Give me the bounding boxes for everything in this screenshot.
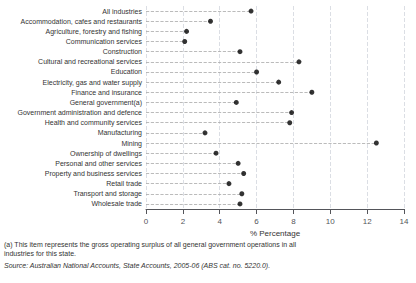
svg-text:All industries: All industries <box>102 8 142 15</box>
svg-text:industries for this state.: industries for this state. <box>4 250 76 257</box>
svg-text:4: 4 <box>217 217 222 226</box>
svg-text:Source: Australian National Ac: Source: Australian National Accounts, St… <box>4 262 270 270</box>
svg-text:8: 8 <box>291 217 296 226</box>
svg-text:14: 14 <box>400 217 409 226</box>
svg-text:Personal and other services: Personal and other services <box>55 160 142 167</box>
svg-text:Electricity, gas and water sup: Electricity, gas and water supply <box>43 79 143 87</box>
svg-text:Cultural and recreational serv: Cultural and recreational services <box>38 58 142 65</box>
svg-text:6: 6 <box>254 217 259 226</box>
svg-text:Manufacturing: Manufacturing <box>98 129 142 137</box>
svg-text:Agriculture, forestry and fish: Agriculture, forestry and fishing <box>46 28 143 36</box>
svg-text:Education: Education <box>111 68 142 75</box>
svg-text:Ownership of dwellings: Ownership of dwellings <box>70 150 142 158</box>
svg-text:Property and business services: Property and business services <box>45 170 143 178</box>
svg-text:Mining: Mining <box>121 140 142 148</box>
svg-text:0: 0 <box>144 217 149 226</box>
svg-text:Health and community services: Health and community services <box>45 119 143 127</box>
svg-text:Construction: Construction <box>103 48 142 55</box>
svg-text:Finance and insurance: Finance and insurance <box>71 89 142 96</box>
svg-text:Government administration and: Government administration and defence <box>17 109 142 116</box>
svg-text:% Percentage: % Percentage <box>250 229 301 238</box>
svg-text:10: 10 <box>326 217 335 226</box>
svg-text:Wholesale trade: Wholesale trade <box>91 200 142 207</box>
svg-text:Accommodation, cafes and resta: Accommodation, cafes and restaurants <box>21 18 143 25</box>
svg-text:General government(a): General government(a) <box>70 99 142 107</box>
svg-text:2: 2 <box>181 217 186 226</box>
svg-text:(a) This item represents the g: (a) This item represents the gross opera… <box>4 241 297 249</box>
svg-text:Transport and storage: Transport and storage <box>73 190 142 198</box>
svg-text:12: 12 <box>363 217 372 226</box>
svg-text:Retail trade: Retail trade <box>106 180 142 187</box>
svg-text:Communication services: Communication services <box>66 38 143 45</box>
